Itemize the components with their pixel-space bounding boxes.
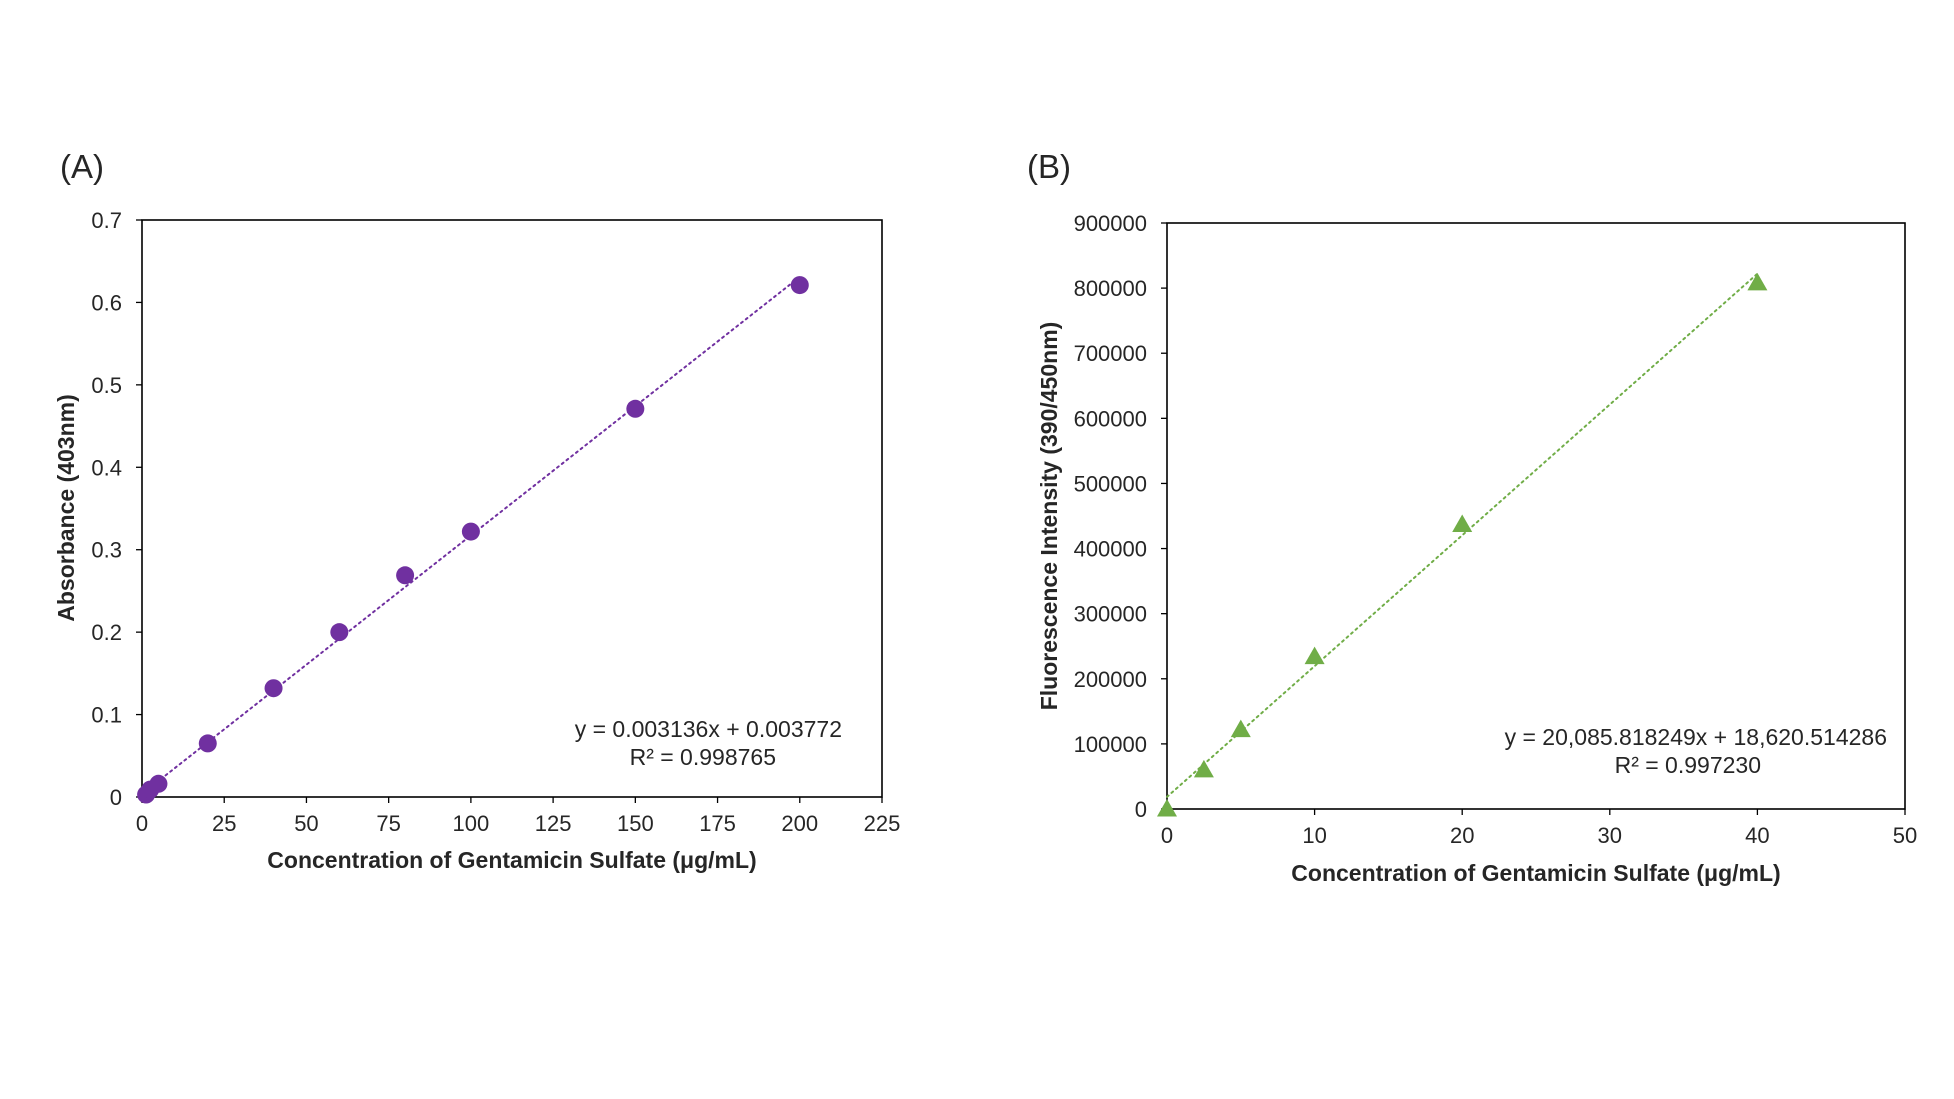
- panel-b-y-tick-label: 100000: [1074, 732, 1147, 757]
- panel-b-label: (B): [1027, 148, 1071, 185]
- panel-b-x-axis: 0 10 20 30 40 50: [1161, 809, 1917, 848]
- panel-b-y-tick-label: 400000: [1074, 537, 1147, 562]
- panel-a-y-tick-label: 0.5: [91, 373, 122, 398]
- panel-a-r-squared: R² = 0.998765: [630, 744, 776, 770]
- panel-a-trendline: [141, 275, 801, 795]
- panel-b-data-point: [1304, 646, 1325, 665]
- panel-a-data-point: [790, 276, 809, 295]
- panel-a-y-tick-label: 0.3: [91, 538, 122, 563]
- panel-a-label: (A): [60, 148, 104, 185]
- panel-b-y-tick-label: 500000: [1074, 471, 1147, 496]
- panel-b-y-tick-label: 200000: [1074, 667, 1147, 692]
- panel-b-r-squared: R² = 0.997230: [1615, 752, 1761, 778]
- panel-a-y-tick-label: 0: [110, 785, 122, 810]
- panel-a-x-tick-label: 25: [212, 811, 236, 836]
- panel-a-plot-area: [141, 219, 883, 798]
- panel-a-x-tick-label: 175: [699, 811, 736, 836]
- panel-b-plot-area: [1166, 222, 1906, 810]
- panel-b-x-tick-label: 40: [1745, 823, 1769, 848]
- panel-a-x-axis: 0 25 50 75 100 125 150 175 200 225: [136, 797, 900, 836]
- panel-b-x-tick-label: 30: [1598, 823, 1622, 848]
- panel-a-x-axis-title: Concentration of Gentamicin Sulfate (μg/…: [267, 847, 756, 873]
- panel-a-x-tick-label: 225: [864, 811, 901, 836]
- panel-a-x-tick-label: 125: [535, 811, 572, 836]
- panel-b-data-point: [1157, 799, 1177, 817]
- panel-b-y-tick-label: 900000: [1074, 211, 1147, 236]
- panel-a-x-tick-label: 200: [781, 811, 818, 836]
- panel-a-x-tick-label: 50: [294, 811, 318, 836]
- panel-a-data-point: [198, 734, 217, 753]
- panel-a-data-point: [626, 399, 645, 418]
- panel-b-x-tick-label: 50: [1893, 823, 1917, 848]
- panel-a-x-tick-label: 75: [376, 811, 400, 836]
- panel-b-x-axis-title: Concentration of Gentamicin Sulfate (μg/…: [1291, 860, 1780, 886]
- panel-a: (A) 0 0.1 0.2 0.3 0.4 0.5 0.6 0.7 0 25 50 75 100 125…: [53, 148, 900, 873]
- panel-b: (B) 0 100000 200000 300000 400000 500000 60000…: [1027, 148, 1917, 886]
- panel-a-data-point: [264, 679, 283, 698]
- panel-b-data-point: [1193, 759, 1214, 778]
- panel-a-y-tick-label: 0.1: [91, 703, 122, 728]
- panel-b-x-tick-label: 10: [1302, 823, 1326, 848]
- panel-a-data-point: [461, 522, 480, 541]
- panel-a-data-point: [330, 623, 349, 642]
- panel-b-data-point: [1452, 514, 1473, 532]
- panel-a-y-tick-label: 0.7: [91, 208, 122, 233]
- panel-b-y-tick-label: 0: [1135, 797, 1147, 822]
- panel-a-y-axis-title: Absorbance (403nm): [53, 394, 79, 622]
- panel-a-y-tick-label: 0.6: [91, 290, 122, 315]
- panel-a-x-tick-label: 150: [617, 811, 654, 836]
- panel-b-y-tick-label: 600000: [1074, 406, 1147, 431]
- panel-b-y-tick-label: 300000: [1074, 602, 1147, 627]
- panel-b-data-point: [1230, 719, 1251, 738]
- panel-b-x-tick-label: 20: [1450, 823, 1474, 848]
- panel-b-y-tick-label: 700000: [1074, 341, 1147, 366]
- panel-a-data-point: [396, 566, 415, 585]
- panel-a-x-tick-label: 100: [453, 811, 490, 836]
- panel-a-y-axis: 0 0.1 0.2 0.3 0.4 0.5 0.6 0.7: [91, 208, 142, 810]
- panel-b-trendline: [1166, 272, 1759, 798]
- panel-b-y-axis: 0 100000 200000 300000 400000 500000 600000 700…: [1074, 211, 1167, 822]
- panel-b-equation: y = 20,085.818249x + 18,620.514286: [1505, 724, 1887, 750]
- panel-b-data-point: [1747, 272, 1768, 291]
- panel-a-y-tick-label: 0.4: [91, 455, 122, 480]
- panel-b-y-tick-label: 800000: [1074, 276, 1147, 301]
- panel-a-data-point: [149, 774, 168, 793]
- panel-a-y-tick-label: 0.2: [91, 620, 122, 645]
- panel-a-equation: y = 0.003136x + 0.003772: [575, 716, 842, 742]
- panel-a-x-tick-label: 0: [136, 811, 148, 836]
- panel-b-data-points: [1157, 272, 1768, 817]
- panel-b-y-axis-title: Fluorescence Intensity (390/450nm): [1036, 322, 1062, 711]
- panel-a-data-points: [137, 276, 809, 804]
- panel-b-x-tick-label: 0: [1161, 823, 1173, 848]
